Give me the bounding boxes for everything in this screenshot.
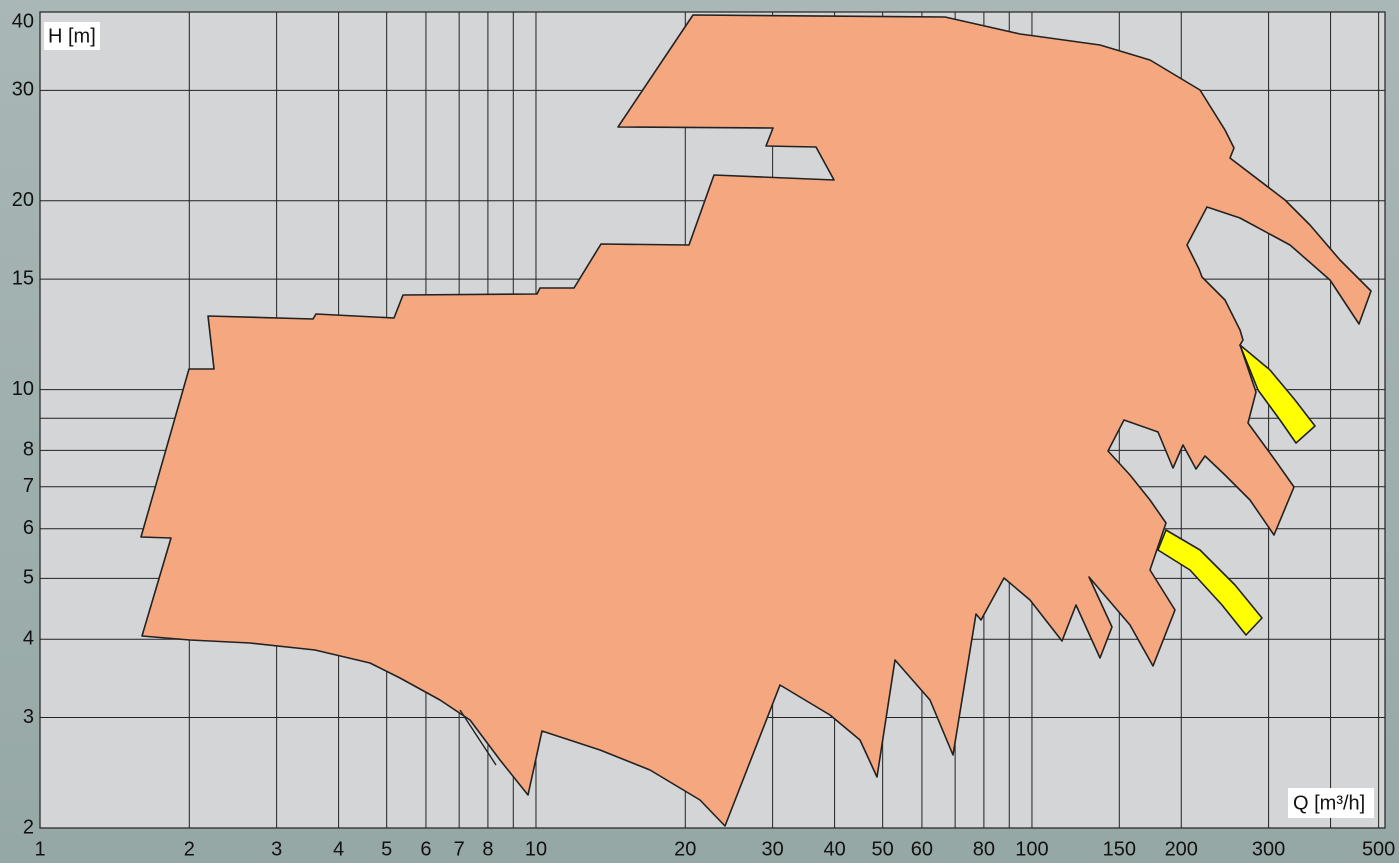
y-tick-label: 6 — [23, 517, 34, 539]
x-tick-label: 7 — [454, 838, 465, 860]
x-tick-label: 3 — [271, 838, 282, 860]
x-tick-label: 4 — [333, 838, 344, 860]
plot-frame — [39, 11, 1386, 829]
y-axis-label: H [m] — [48, 25, 96, 47]
x-tick-label: 500 — [1362, 838, 1395, 860]
label-box — [44, 22, 100, 50]
x-tick-label: 20 — [674, 838, 696, 860]
x-tick-label: 30 — [761, 838, 783, 860]
x-tick-label: 200 — [1165, 838, 1198, 860]
y-tick-label: 5 — [23, 567, 34, 589]
y-tick-label: 4 — [23, 627, 34, 649]
x-tick-label: 50 — [872, 838, 894, 860]
x-tick-label: 5 — [381, 838, 392, 860]
y-tick-label: 40 — [12, 10, 34, 32]
x-tick-label: 40 — [823, 838, 845, 860]
y-tick-label: 30 — [12, 79, 34, 101]
y-tick-label: 20 — [12, 189, 34, 211]
y-tick-label: 2 — [23, 816, 34, 838]
x-tick-label: 10 — [525, 838, 547, 860]
highlight-band — [1157, 529, 1263, 636]
performance-envelope — [140, 14, 1372, 827]
y-tick-label: 10 — [12, 378, 34, 400]
highlight-band — [1239, 344, 1316, 444]
y-tick-label: 7 — [23, 475, 34, 497]
x-axis-label: Q [m³/h] — [1293, 792, 1365, 814]
y-tick-label: 15 — [12, 267, 34, 289]
x-tick-label: 2 — [184, 838, 195, 860]
curve — [459, 709, 497, 766]
y-tick-label: 8 — [23, 439, 34, 461]
label-box — [1288, 788, 1374, 818]
x-tick-label: 300 — [1252, 838, 1285, 860]
x-tick-label: 150 — [1103, 838, 1136, 860]
x-tick-label: 100 — [1015, 838, 1048, 860]
x-tick-label: 8 — [482, 838, 493, 860]
x-tick-label: 80 — [973, 838, 995, 860]
x-tick-label: 6 — [420, 838, 431, 860]
y-tick-label: 3 — [23, 706, 34, 728]
x-tick-label: 60 — [911, 838, 933, 860]
x-tick-label: 1 — [34, 838, 45, 860]
